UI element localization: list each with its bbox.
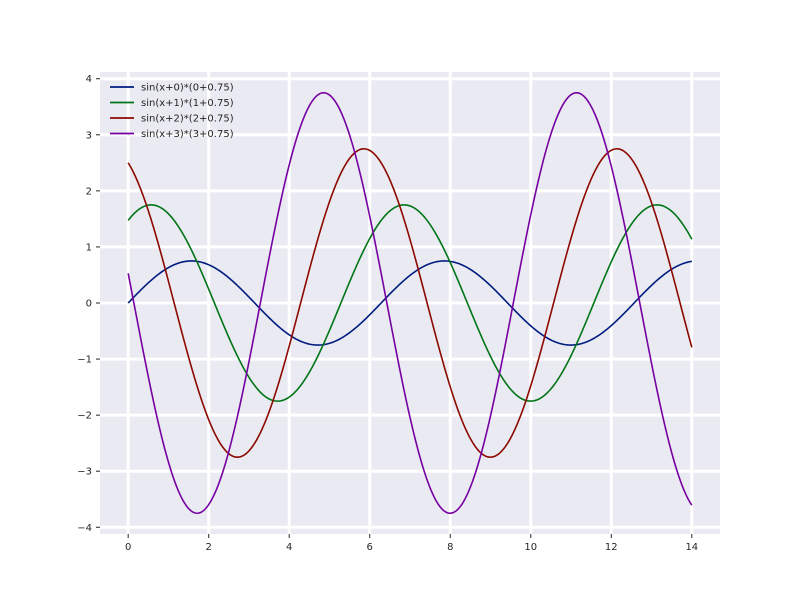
y-tick-label: 1 xyxy=(86,242,92,253)
y-tick-label: −1 xyxy=(77,355,92,366)
legend-label-0: sin(x+0)*(0+0.75) xyxy=(141,83,234,94)
series-lines xyxy=(127,91,693,515)
series-line-3 xyxy=(127,91,693,515)
legend-label-2: sin(x+2)*(2+0.75) xyxy=(141,114,234,125)
series-line-2 xyxy=(127,148,693,458)
y-tick-label: −2 xyxy=(77,411,92,422)
y-tick-label: 0 xyxy=(86,299,92,310)
y-axis-ticks: −4 −3 −2 −1 0 1 2 3 4 xyxy=(77,74,100,534)
x-tick-label: 6 xyxy=(367,542,373,553)
x-tick-label: 2 xyxy=(206,542,212,553)
x-tick-label: 4 xyxy=(286,542,292,553)
series-line-0 xyxy=(127,260,692,346)
y-tick-label: −4 xyxy=(77,523,92,534)
legend: sin(x+0)*(0+0.75) sin(x+1)*(1+0.75) sin(x+… xyxy=(110,83,234,140)
series-line-1 xyxy=(127,204,693,402)
y-tick-label: 2 xyxy=(86,186,92,197)
x-tick-label: 12 xyxy=(605,542,618,553)
legend-label-1: sin(x+1)*(1+0.75) xyxy=(141,98,234,109)
x-tick-label: 0 xyxy=(125,542,131,553)
y-tick-label: −3 xyxy=(77,467,92,478)
legend-label-3: sin(x+3)*(3+0.75) xyxy=(141,129,234,140)
y-tick-label: 3 xyxy=(86,130,92,141)
x-axis-ticks: 0 2 4 6 8 10 12 14 xyxy=(125,534,698,553)
x-tick-label: 10 xyxy=(524,542,537,553)
y-tick-label: 4 xyxy=(86,74,92,85)
x-tick-label: 14 xyxy=(685,542,698,553)
x-tick-label: 8 xyxy=(447,542,453,553)
